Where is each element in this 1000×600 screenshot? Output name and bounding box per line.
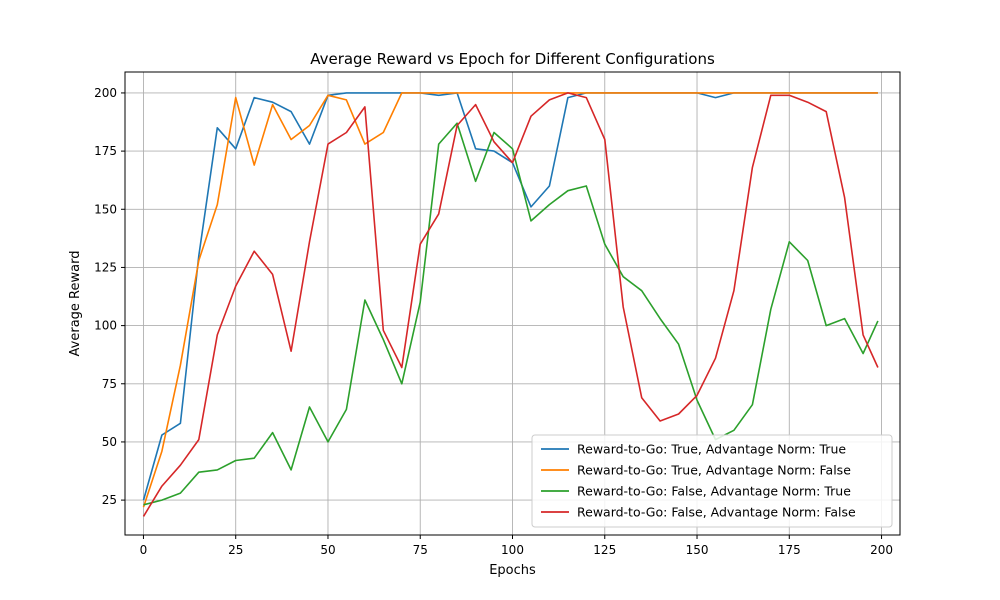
chart-title: Average Reward vs Epoch for Different Co…: [310, 50, 715, 68]
legend-box: [531, 434, 893, 528]
x-tick-label: 50: [320, 543, 335, 557]
y-tick-label: 125: [94, 260, 117, 274]
y-tick-label: 75: [102, 377, 117, 391]
legend-label: Reward-to-Go: False, Advantage Norm: Fal…: [577, 505, 856, 520]
x-tick-label: 25: [228, 543, 243, 557]
x-tick-label: 150: [686, 543, 709, 557]
y-tick-label: 175: [94, 144, 117, 158]
y-tick-label: 200: [94, 86, 117, 100]
legend-label: Reward-to-Go: True, Advantage Norm: Fals…: [577, 463, 851, 478]
series-line-4: [142, 92, 879, 517]
legend-label: Reward-to-Go: False, Advantage Norm: Tru…: [577, 484, 851, 499]
series-line-3: [143, 122, 879, 506]
x-tick-label: 100: [501, 543, 524, 557]
series-layer: [142, 92, 879, 517]
y-tick-label: 150: [94, 202, 117, 216]
legend: Reward-to-Go: True, Advantage Norm: True…: [531, 434, 893, 528]
x-axis-label: Epochs: [489, 563, 536, 578]
axis-ticks: 0 25 50 75 100 125 150 175 200 25 50 75 100 125 150 175…: [94, 86, 893, 557]
legend-label: Reward-to-Go: True, Advantage Norm: True: [577, 442, 846, 457]
x-tick-label: 75: [413, 543, 428, 557]
y-axis-label: Average Reward: [68, 251, 83, 357]
y-tick-label: 50: [102, 435, 117, 449]
x-tick-label: 0: [140, 543, 148, 557]
series-line-2: [142, 92, 878, 508]
x-tick-label: 200: [870, 543, 893, 557]
y-tick-label: 25: [102, 493, 117, 507]
x-tick-label: 175: [778, 543, 801, 557]
y-tick-label: 100: [94, 319, 117, 333]
x-tick-label: 125: [593, 543, 616, 557]
